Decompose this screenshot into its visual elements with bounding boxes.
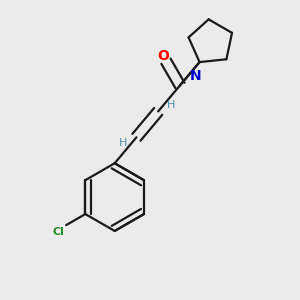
Text: N: N [190, 69, 202, 82]
Text: O: O [158, 49, 170, 63]
Text: Cl: Cl [53, 226, 65, 237]
Text: H: H [119, 138, 128, 148]
Text: H: H [167, 100, 175, 110]
